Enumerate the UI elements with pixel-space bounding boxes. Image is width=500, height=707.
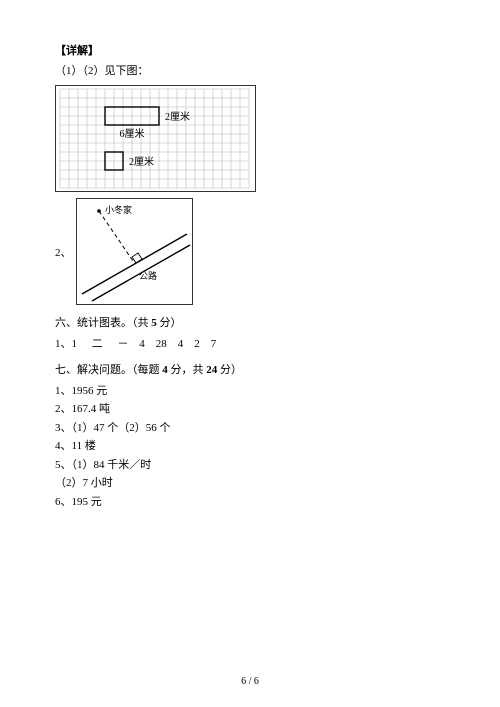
answer-1: 1、1956 元 [55,383,445,400]
s7-total: 24 [206,364,217,376]
svg-text:公路: 公路 [139,270,157,281]
sub-heading: （1）（2）见下图： [55,63,445,80]
svg-text:小冬家: 小冬家 [105,204,132,215]
s6-sep: － [118,338,137,350]
road-prefix: 2、 [55,244,72,260]
s7-suffix: 分） [220,364,242,376]
section-6-line1: 1、1 二 － 4 28 4 2 7 [55,336,445,353]
detail-heading: 【详解】 [55,43,445,60]
svg-text:6厘米: 6厘米 [120,127,145,140]
section-6-title-text: 六、统计图表。（共 [55,317,149,329]
answer-2: 2、167.4 吨 [55,401,445,418]
road-figure-row: 2、 小冬家公路 [55,198,445,305]
s7-mid: 分，共 [171,364,204,376]
answer-4: 4、11 楼 [55,438,445,455]
grid-figure: 2厘米 6厘米 2厘米 [55,85,256,192]
svg-text:2厘米: 2厘米 [129,155,154,168]
answer-3: 3、（1）47 个（2）56 个 [55,420,445,437]
section-6-title: 六、统计图表。（共 5 分） [55,315,445,332]
answer-6: 6、195 元 [55,494,445,511]
answer-5: 5、（1）84 千米／时 [55,457,445,474]
s6-prefix: 1、1 [55,338,77,350]
svg-text:2厘米: 2厘米 [165,110,190,123]
s7-title-text: 七、解决问题。（每题 [55,364,160,376]
answer-list: 1、1956 元 2、167.4 吨 3、（1）47 个（2）56 个 4、11… [55,383,445,511]
section-7-title: 七、解决问题。（每题 4 分，共 24 分） [55,362,445,379]
s6-nums: 4 28 4 2 7 [139,338,216,350]
s6-mid: 二 [80,338,115,350]
section-6-suffix: 分） [160,317,182,329]
page-footer: 6 / 6 [0,676,500,687]
answer-5b: （2）7 小时 [55,475,445,492]
section-6-points: 5 [151,317,157,329]
s7-each: 4 [162,364,168,376]
